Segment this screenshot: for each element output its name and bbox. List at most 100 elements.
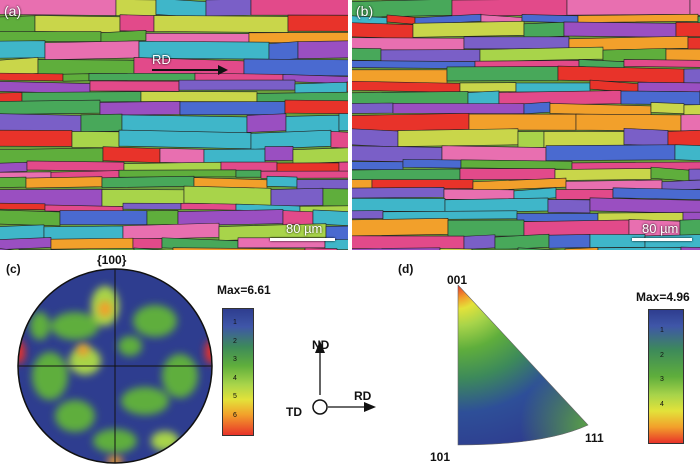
ipf-corner-001: 001 <box>447 273 468 287</box>
grain <box>119 14 155 32</box>
grain <box>0 129 73 147</box>
grain <box>451 0 568 17</box>
grain <box>250 0 348 16</box>
grain <box>161 237 239 250</box>
grain <box>545 144 676 161</box>
grain <box>183 185 272 206</box>
grain <box>688 168 700 181</box>
grain <box>352 218 449 237</box>
scale-label-b: 80 µm <box>642 221 679 236</box>
td-label: TD <box>286 405 302 419</box>
grain <box>338 161 348 172</box>
grain <box>0 40 46 59</box>
grain <box>661 179 700 192</box>
grain <box>577 13 699 23</box>
rd-label-a: RD <box>152 52 171 67</box>
grain <box>650 102 685 114</box>
grain <box>101 175 195 189</box>
grain <box>0 81 91 94</box>
grain <box>548 234 591 249</box>
grain <box>612 187 700 200</box>
colorbar-tick-label: 3 <box>233 356 237 364</box>
grain <box>102 146 161 164</box>
grain <box>296 179 348 190</box>
grain <box>352 198 446 212</box>
grain <box>324 239 348 250</box>
grain <box>62 73 90 82</box>
grain <box>50 237 134 250</box>
grain <box>352 210 384 220</box>
grain <box>276 162 340 173</box>
max-label-d: Max=4.96 <box>636 290 690 304</box>
grain <box>172 247 306 250</box>
grain <box>25 176 103 189</box>
grain <box>517 131 545 148</box>
grain <box>122 202 182 210</box>
grain <box>140 91 258 103</box>
grain <box>80 113 123 133</box>
grain <box>392 102 525 114</box>
grain <box>623 59 700 68</box>
colorbar-tick-label: 1 <box>233 319 237 327</box>
colorbar-tick-label: 2 <box>233 337 237 345</box>
grain <box>516 213 599 222</box>
grain <box>460 159 573 170</box>
grain <box>0 31 102 42</box>
grain <box>0 209 61 227</box>
ipf-corner-101: 101 <box>430 450 451 464</box>
grain <box>682 211 700 221</box>
ebsd-map-b: (b) 80 µm <box>352 0 700 250</box>
pole-figure-title: {100} <box>97 253 127 267</box>
grain <box>352 128 399 148</box>
grain-map-a <box>0 0 348 250</box>
grain <box>463 36 570 50</box>
grain <box>0 113 82 133</box>
grain <box>468 113 577 131</box>
panel-label-c: (c) <box>6 262 21 276</box>
grain <box>180 202 237 211</box>
grain <box>71 131 120 149</box>
grain <box>235 169 262 178</box>
grain <box>155 0 207 19</box>
grain <box>446 66 559 82</box>
grain <box>266 175 298 188</box>
grain <box>34 15 121 34</box>
grain <box>118 129 252 150</box>
grain <box>623 128 669 147</box>
axes-schematic <box>312 341 376 415</box>
scale-bar-a <box>270 238 335 241</box>
grain <box>382 210 518 221</box>
grain <box>205 0 252 17</box>
grain <box>264 146 294 161</box>
grain <box>352 161 404 171</box>
grain <box>680 246 700 250</box>
grain <box>515 82 591 93</box>
grain <box>597 246 682 250</box>
grain <box>0 248 15 250</box>
grain <box>683 104 700 116</box>
grain <box>557 65 685 84</box>
pole-figure <box>17 268 213 464</box>
panel-label-b: (b) <box>356 3 374 19</box>
grain <box>0 99 101 115</box>
grain <box>412 20 525 38</box>
grain <box>0 176 27 188</box>
grain <box>523 21 565 39</box>
grain <box>689 0 700 16</box>
grain <box>284 99 348 115</box>
grain <box>287 14 348 32</box>
grain <box>0 161 28 173</box>
colorbar-tick-label: 1 <box>660 327 664 335</box>
inverse-pole-figure <box>457 285 589 446</box>
grain <box>346 81 348 93</box>
grain <box>479 46 604 62</box>
grain <box>248 32 348 44</box>
colorbar-tick-label: 6 <box>233 411 237 419</box>
colorbar-tick-label: 3 <box>660 376 664 384</box>
grain <box>674 144 700 161</box>
grain <box>352 47 382 62</box>
grain <box>380 49 481 63</box>
grain <box>18 249 91 250</box>
colorbar-tick-label: 4 <box>660 400 664 408</box>
grain <box>89 80 180 92</box>
